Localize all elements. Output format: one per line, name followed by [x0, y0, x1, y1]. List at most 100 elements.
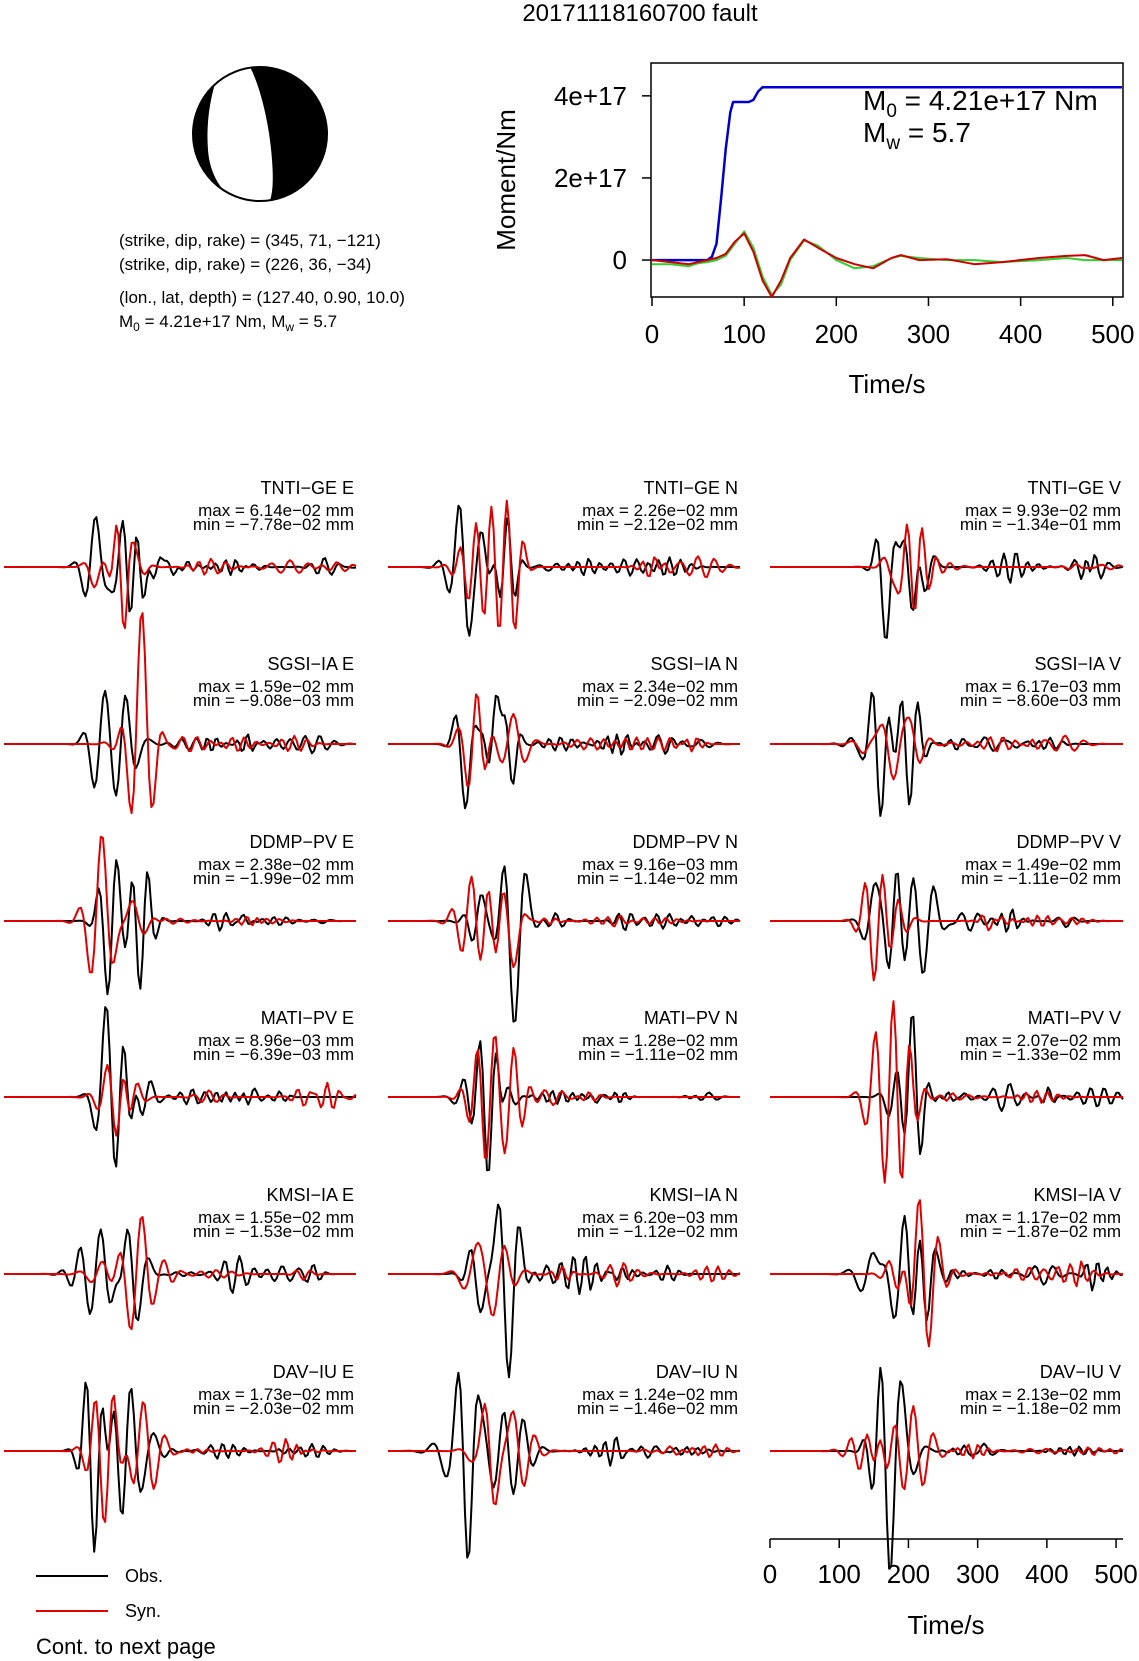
moment-xtick-label: 0	[645, 319, 659, 349]
station-label: DDMP−PV V	[1016, 832, 1121, 852]
station-min: min = −2.09e−02 mm	[577, 691, 738, 710]
station-label: TNTI−GE V	[1027, 478, 1121, 498]
station-min: min = −2.12e−02 mm	[577, 515, 738, 534]
station-max: max = 1.49e−02 mm	[965, 855, 1121, 874]
synthetic-trace	[388, 1402, 741, 1506]
waveform-time-axis: 0 100 200 300 400 500 Time/s	[763, 1538, 1138, 1640]
station-label: SGSI−IA E	[267, 654, 354, 674]
station-min: min = −1.46e−02 mm	[577, 1399, 738, 1418]
station-label: MATI−PV N	[644, 1008, 738, 1028]
moment-ytick-label: 4e+17	[554, 81, 627, 111]
legend-obs-label: Obs.	[125, 1566, 163, 1586]
synthetic-trace	[4, 1063, 357, 1137]
synthetic-trace	[388, 499, 741, 630]
station-label: DAV−IU N	[656, 1362, 738, 1382]
station-max: max = 2.34e−02 mm	[582, 677, 738, 696]
moment-xtick-label: 200	[815, 319, 858, 349]
moment-m0-annotation: M0 = 4.21e+17 Nm	[863, 85, 1098, 122]
moment-ylabel: Moment/Nm	[491, 109, 521, 251]
moment-xtick-label: 300	[907, 319, 950, 349]
station-min: min = −6.39e−03 mm	[193, 1045, 354, 1064]
synthetic-trace	[770, 1199, 1124, 1348]
station-min: min = −7.78e−02 mm	[193, 515, 354, 534]
synthetic-trace	[770, 873, 1123, 982]
mechanism-info: (strike, dip, rake) = (345, 71, −121) (s…	[119, 231, 405, 334]
station-min: min = −1.87e−02 mm	[960, 1222, 1121, 1241]
location-text: (lon., lat, depth) = (127.40, 0.90, 10.0…	[119, 288, 405, 307]
moment-xlabel: Time/s	[848, 369, 925, 399]
station-label: MATI−PV V	[1028, 1008, 1121, 1028]
station-label: MATI−PV E	[261, 1008, 354, 1028]
legend: Obs. Syn. Cont. to next page	[36, 1566, 216, 1659]
station-max: max = 9.93e−02 mm	[965, 501, 1121, 520]
station-label: KMSI−IA N	[649, 1185, 738, 1205]
observed-trace	[388, 865, 741, 1023]
waveform-xtick-label: 0	[763, 1559, 777, 1589]
station-max: max = 2.38e−02 mm	[198, 855, 354, 874]
synthetic-trace	[4, 1216, 356, 1331]
synthetic-trace	[388, 1035, 740, 1159]
moment-mw-annotation: Mw = 5.7	[863, 117, 971, 154]
synthetic-trace	[770, 523, 1124, 610]
station-min: min = −9.08e−03 mm	[193, 691, 354, 710]
station-max: max = 1.17e−02 mm	[965, 1208, 1121, 1227]
station-label: DDMP−PV E	[249, 832, 354, 852]
cumulative-moment-line	[652, 85, 1122, 262]
station-max: max = 6.14e−02 mm	[198, 501, 354, 520]
synthetic-trace	[4, 1394, 356, 1523]
plane1-text: (strike, dip, rake) = (345, 71, −121)	[119, 231, 381, 250]
station-label: DAV−IU V	[1040, 1362, 1121, 1382]
station-max: max = 2.13e−02 mm	[965, 1385, 1121, 1404]
synthetic-trace	[4, 612, 356, 815]
observed-trace	[4, 1228, 356, 1322]
station-min: min = −1.34e−01 mm	[960, 515, 1121, 534]
station-max: max = 1.24e−02 mm	[582, 1385, 738, 1404]
synthetic-trace	[770, 716, 1123, 781]
station-max: max = 6.20e−03 mm	[582, 1208, 738, 1227]
station-min: min = −1.99e−02 mm	[193, 869, 354, 888]
station-max: max = 1.73e−02 mm	[198, 1385, 354, 1404]
station-max: max = 1.28e−02 mm	[582, 1031, 738, 1050]
synthetic-trace	[388, 875, 740, 969]
station-max: max = 2.07e−02 mm	[965, 1031, 1121, 1050]
station-min: min = −1.33e−02 mm	[960, 1045, 1121, 1064]
station-min: min = −1.11e−02 mm	[578, 1045, 738, 1064]
moment-plot-frame	[650, 62, 1124, 298]
station-label: TNTI−GE E	[260, 478, 354, 498]
station-min: min = −8.60e−03 mm	[960, 691, 1121, 710]
continuation-note: Cont. to next page	[36, 1634, 216, 1659]
moment-chart: 0 100 200 300 400 500 0 2e+17 4e+17 Moment/Nm T…	[491, 62, 1134, 399]
station-label: KMSI−IA V	[1033, 1185, 1121, 1205]
station-min: min = −1.18e−02 mm	[960, 1399, 1121, 1418]
legend-syn-label: Syn.	[125, 1601, 161, 1621]
beachball-icon	[192, 66, 328, 202]
moment-xtick-label: 100	[722, 319, 765, 349]
station-min: min = −1.11e−02 mm	[961, 869, 1121, 888]
station-max: max = 1.59e−02 mm	[198, 677, 354, 696]
station-min: min = −1.12e−02 mm	[577, 1222, 738, 1241]
moment-ytick-label: 0	[613, 245, 627, 275]
moment-rate-line-red	[651, 232, 1123, 298]
synthetic-trace	[770, 1000, 1123, 1184]
station-label: SGSI−IA V	[1034, 654, 1121, 674]
moment-ytick-label: 2e+17	[554, 163, 627, 193]
moment-xtick-label: 400	[999, 319, 1042, 349]
waveform-xtick-label: 200	[887, 1559, 930, 1589]
waveform-xtick-label: 400	[1025, 1559, 1068, 1589]
observed-trace	[388, 694, 740, 810]
